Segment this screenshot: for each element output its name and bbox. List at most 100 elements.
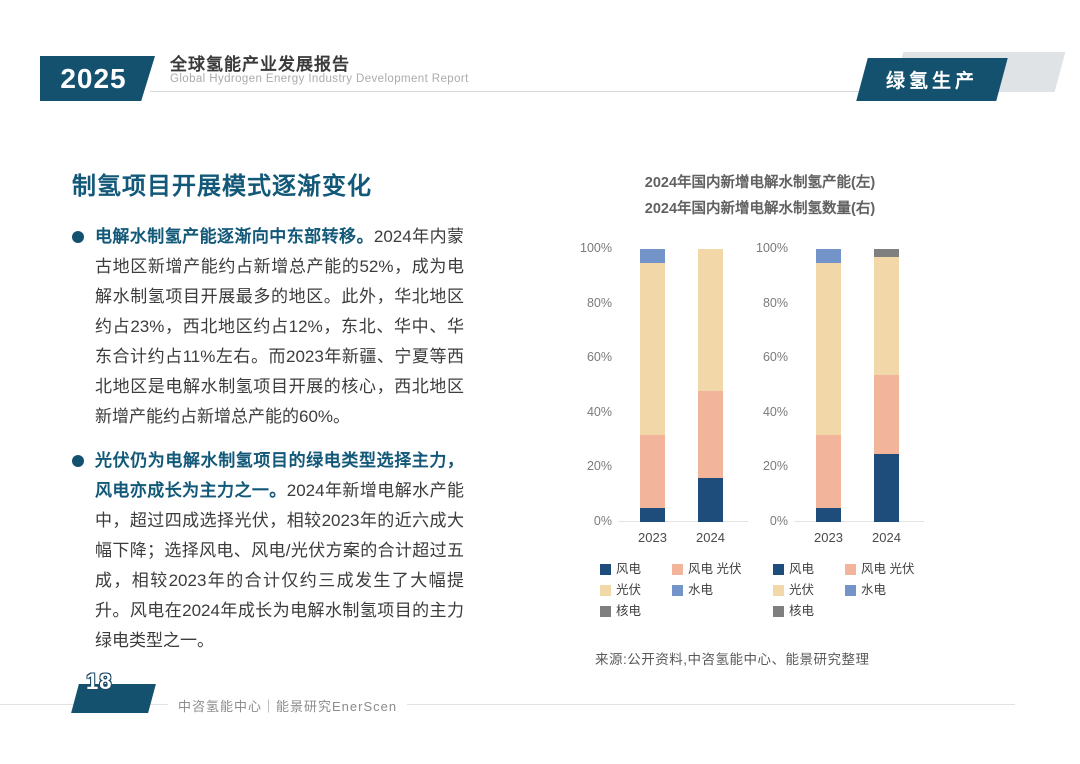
legend-label: 核电 (789, 604, 815, 618)
bar-segment (816, 434, 841, 509)
bullet-item: 光伏仍为电解水制氢项目的绿电类型选择主力，风电亦成长为主力之一。2024年新增电… (72, 446, 464, 656)
legend-swatch-icon (845, 584, 856, 596)
legend-swatch-icon (600, 563, 611, 575)
y-axis-tick-label: 0% (593, 514, 612, 528)
y-axis-tick-label: 60% (586, 350, 612, 365)
stacked-bar-2023 (816, 249, 841, 522)
legend-item: 风电 光伏 (672, 560, 741, 578)
bullet-text: 电解水制氢产能逐渐向中东部转移。2024年内蒙古地区新增产能约占新增总产能的52… (95, 222, 464, 432)
bullet-dot-icon (72, 231, 84, 243)
legend-item: 水电 (845, 581, 914, 599)
y-axis-tick-label: 100% (756, 241, 788, 255)
page-number-badge (71, 684, 156, 713)
year-badge: 2025 (40, 56, 155, 101)
bar-segment (640, 508, 665, 522)
y-axis-tick-label: 40% (586, 404, 612, 419)
legend-swatch-icon (773, 563, 784, 575)
bullet-dot-icon (72, 455, 84, 467)
y-axis-tick-label: 80% (762, 295, 788, 310)
chart-legend: 风电 风电 光伏光伏 水电核电 (773, 560, 914, 620)
footer-text: 中咨氢能中心｜能景研究EnerScen (168, 696, 408, 715)
bar-segment (874, 453, 899, 522)
report-subtitle-en: Global Hydrogen Energy Industry Developm… (170, 73, 469, 85)
legend-item: 光伏 (600, 581, 672, 599)
chart-legend: 风电 风电 光伏光伏 水电核电 (600, 560, 741, 620)
legend-swatch-icon (773, 584, 784, 596)
page-number: 18 (86, 669, 113, 694)
legend-swatch-icon (600, 605, 611, 617)
chapter-badge: 绿氢生产 (856, 58, 1008, 101)
legend-item: 风电 (600, 560, 672, 578)
plot-area (794, 249, 924, 522)
stacked-bar-chart-count: 0% 20% 40% 60% 80% 100% 2023 2024 (748, 241, 928, 552)
x-axis-category-label: 2024 (696, 530, 725, 545)
x-axis-line (618, 521, 748, 522)
bar-segment (816, 249, 841, 263)
chart-title-line2: 2024年国内新增电解水制氢数量(右) (644, 201, 876, 217)
x-axis-category-label: 2023 (814, 530, 843, 545)
legend-label: 水电 (861, 583, 887, 597)
legend-label: 水电 (688, 583, 714, 597)
bullet-lead: 电解水制氢产能逐渐向中东部转移。 (95, 227, 374, 246)
legend-label: 光伏 (616, 583, 642, 597)
y-axis-tick-label: 80% (586, 295, 612, 310)
legend-item: 水电 (672, 581, 741, 599)
bar-segment (698, 390, 723, 479)
legend-label: 光伏 (789, 583, 815, 597)
stacked-bar-2024 (874, 249, 899, 522)
plot-area (618, 249, 748, 522)
bullet-body: 2024年内蒙古地区新增产能约占新增总产能的52%，成为电解水制氢项目开展最多的… (95, 227, 464, 426)
bar-segment (874, 257, 899, 375)
legend-label: 风电 (616, 562, 642, 576)
x-axis-category-label: 2023 (638, 530, 667, 545)
report-title: 全球氢能产业发展报告 (170, 55, 350, 74)
legend-swatch-icon (672, 584, 683, 596)
legend-item: 光伏 (773, 581, 845, 599)
bullet-body: 2024年新增电解水产能中，超过四成选择光伏，相较2023年的近六成大幅下降；选… (95, 481, 464, 650)
y-axis-tick-label: 100% (580, 241, 612, 255)
legend-label: 风电 光伏 (861, 562, 915, 576)
y-axis-tick-label: 20% (586, 459, 612, 474)
bar-segment (816, 262, 841, 435)
bullet-item: 电解水制氢产能逐渐向中东部转移。2024年内蒙古地区新增产能约占新增总产能的52… (72, 222, 464, 432)
year-label: 2025 (60, 62, 127, 94)
bar-segment (640, 434, 665, 509)
bar-segment (698, 478, 723, 522)
legend-swatch-icon (672, 563, 683, 575)
x-axis-line (794, 521, 924, 522)
y-axis-tick-label: 20% (762, 459, 788, 474)
legend-item: 核电 (600, 602, 672, 620)
stacked-bar-2023 (640, 249, 665, 522)
y-axis-tick-label: 0% (769, 514, 788, 528)
legend-swatch-icon (600, 584, 611, 596)
legend-item: 风电 (773, 560, 845, 578)
bar-segment (640, 262, 665, 435)
legend-label: 风电 (789, 562, 815, 576)
chart-title-line1: 2024年国内新增电解水制氢产能(左) (644, 175, 876, 191)
chart-title: 2024年国内新增电解水制氢产能(左) 2024年国内新增电解水制氢数量(右) (565, 170, 955, 222)
legend-swatch-icon (845, 563, 856, 575)
bullet-text: 光伏仍为电解水制氢项目的绿电类型选择主力，风电亦成长为主力之一。2024年新增电… (95, 446, 464, 656)
bar-segment (640, 249, 665, 263)
bar-segment (816, 508, 841, 522)
legend-label: 风电 光伏 (688, 562, 742, 576)
footer-divider (0, 704, 1015, 705)
legend-item: 风电 光伏 (845, 560, 914, 578)
source-note: 来源:公开资料,中咨氢能中心、能景研究整理 (595, 652, 870, 667)
stacked-bar-chart-capacity: 0% 20% 40% 60% 80% 100% 2023 2024 (572, 241, 752, 552)
bar-segment (874, 249, 899, 258)
y-axis-tick-label: 60% (762, 350, 788, 365)
y-axis-tick-label: 40% (762, 404, 788, 419)
legend-swatch-icon (773, 605, 784, 617)
x-axis-category-label: 2024 (872, 530, 901, 545)
legend-label: 核电 (616, 604, 642, 618)
chapter-badge-label: 绿氢生产 (885, 71, 978, 92)
bullet-lead: 光伏仍为电解水制氢项目的绿电类型选择主力，风电亦成长为主力之一。 (95, 451, 464, 500)
section-title: 制氢项目开展模式逐渐变化 (72, 173, 372, 200)
legend-item: 核电 (773, 602, 845, 620)
bar-segment (698, 249, 723, 391)
bar-segment (874, 374, 899, 454)
header-divider (150, 91, 1040, 92)
stacked-bar-2024 (698, 249, 723, 522)
